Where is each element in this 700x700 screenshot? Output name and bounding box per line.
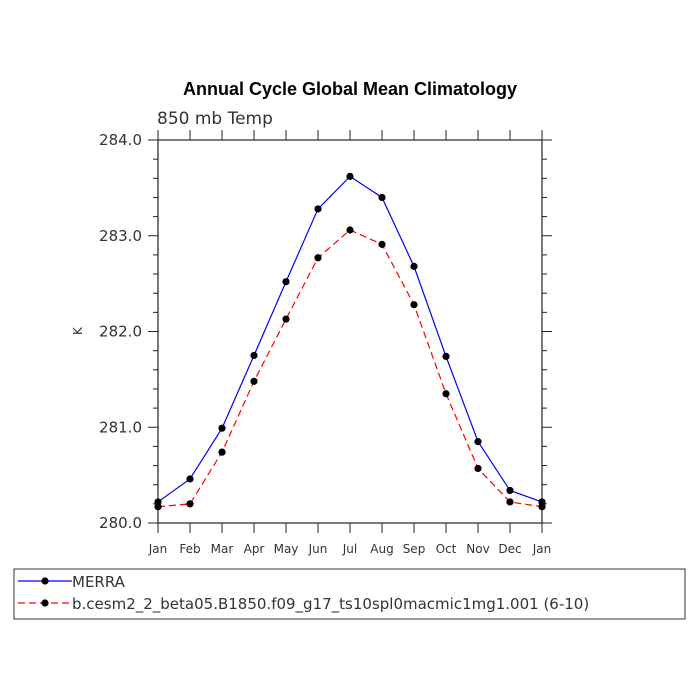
x-tick-label: May [274, 542, 299, 556]
x-tick-label: Jan [148, 542, 168, 556]
x-tick-label: Mar [211, 542, 234, 556]
x-tick-label: Jan [532, 542, 552, 556]
legend-label-1: MERRA [72, 573, 126, 591]
series-1-point [186, 475, 194, 483]
series-2-point [282, 315, 290, 323]
y-tick-label: 280.0 [99, 514, 142, 532]
chart-title: Annual Cycle Global Mean Climatology [183, 79, 517, 99]
plot-area: 280.0 281.0 282.0 283.0 284.0 Jan Feb Mar Apr May… [99, 130, 552, 556]
y-tick-label: 281.0 [99, 418, 142, 436]
series-1-point [314, 205, 322, 213]
legend: MERRA b.cesm2_2_beta05.B1850.f09_g17_ts10… [13, 568, 686, 620]
series-1-point [346, 172, 354, 180]
legend-marker-2 [41, 599, 49, 607]
x-tick-label: Jun [308, 542, 328, 556]
plot-frame [157, 139, 543, 524]
series-1-point [378, 193, 386, 202]
series-2-point [186, 500, 194, 508]
y-tick-label: 284.0 [99, 131, 142, 149]
legend-label-2: b.cesm2_2_beta05.B1850.f09_g17_ts10spl0m… [72, 595, 589, 614]
y-axis-label: K [71, 326, 85, 335]
series-2-point [410, 301, 418, 309]
series-2-point [538, 503, 546, 511]
y-tick-label: 283.0 [99, 227, 142, 245]
x-tick-label: Apr [244, 542, 265, 556]
series-1-point [250, 351, 258, 360]
series-1-point [410, 262, 418, 270]
series-1-point [282, 278, 290, 286]
series-2-point [250, 377, 258, 385]
chart-subtitle: 850 mb Temp [157, 109, 273, 129]
x-tick-label: Jul [342, 542, 357, 556]
x-tick-label: Sep [403, 542, 426, 556]
x-tick-label: Nov [466, 542, 489, 556]
series-line-2 [157, 229, 543, 508]
series-2-point [474, 464, 482, 473]
series-1-point [218, 424, 226, 432]
x-tick-label: Dec [498, 542, 521, 556]
series-1-point [442, 352, 450, 360]
x-tick-label: Oct [436, 542, 457, 556]
series-2-point [154, 503, 162, 511]
series-2-point [314, 254, 322, 262]
series-1-point [474, 438, 482, 446]
series-2-point [346, 226, 354, 234]
series-line-1 [157, 175, 543, 503]
x-tick-label: Aug [370, 542, 393, 556]
x-tick-label: Feb [179, 542, 200, 556]
y-tick-label: 282.0 [99, 323, 142, 341]
series-1-point [506, 486, 514, 495]
series-2-point [442, 390, 450, 398]
series-2-point [218, 448, 226, 456]
series-2-point [506, 498, 514, 506]
series-2-point [378, 240, 386, 248]
legend-box [13, 568, 686, 620]
legend-marker-1 [41, 577, 49, 585]
